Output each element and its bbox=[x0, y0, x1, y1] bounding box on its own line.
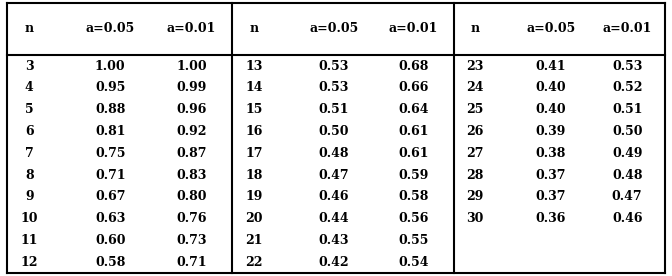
Text: 0.64: 0.64 bbox=[398, 103, 429, 116]
Text: 0.96: 0.96 bbox=[176, 103, 206, 116]
Text: 8: 8 bbox=[25, 169, 34, 182]
Text: 0.88: 0.88 bbox=[95, 103, 126, 116]
Text: 28: 28 bbox=[466, 169, 483, 182]
Text: 0.48: 0.48 bbox=[319, 147, 349, 160]
Text: 7: 7 bbox=[25, 147, 34, 160]
Text: 0.50: 0.50 bbox=[612, 125, 642, 138]
Text: 14: 14 bbox=[245, 81, 263, 94]
Text: 12: 12 bbox=[20, 256, 38, 269]
Text: n: n bbox=[25, 22, 34, 36]
Text: 1.00: 1.00 bbox=[176, 60, 206, 73]
Text: 0.46: 0.46 bbox=[319, 190, 349, 203]
Text: 0.46: 0.46 bbox=[612, 212, 642, 225]
Text: 20: 20 bbox=[245, 212, 263, 225]
Text: 0.60: 0.60 bbox=[95, 234, 126, 247]
Text: 6: 6 bbox=[25, 125, 34, 138]
Text: 0.58: 0.58 bbox=[398, 190, 429, 203]
Text: 0.71: 0.71 bbox=[95, 169, 126, 182]
Text: 18: 18 bbox=[245, 169, 263, 182]
Text: a=0.01: a=0.01 bbox=[603, 22, 652, 36]
Text: 3: 3 bbox=[25, 60, 34, 73]
Text: 15: 15 bbox=[245, 103, 263, 116]
Text: 0.76: 0.76 bbox=[176, 212, 206, 225]
Text: 4: 4 bbox=[25, 81, 34, 94]
Text: 0.36: 0.36 bbox=[536, 212, 566, 225]
Text: n: n bbox=[470, 22, 479, 36]
Text: 0.71: 0.71 bbox=[176, 256, 206, 269]
Text: 0.68: 0.68 bbox=[398, 60, 429, 73]
Text: 30: 30 bbox=[466, 212, 483, 225]
Text: a=0.01: a=0.01 bbox=[389, 22, 438, 36]
Text: 0.38: 0.38 bbox=[536, 147, 566, 160]
Text: 0.66: 0.66 bbox=[398, 81, 429, 94]
Text: 11: 11 bbox=[20, 234, 38, 247]
Text: 0.48: 0.48 bbox=[612, 169, 642, 182]
Text: 0.56: 0.56 bbox=[398, 212, 429, 225]
Text: 0.49: 0.49 bbox=[612, 147, 642, 160]
Text: 0.44: 0.44 bbox=[319, 212, 349, 225]
Text: 9: 9 bbox=[25, 190, 34, 203]
Text: 0.42: 0.42 bbox=[319, 256, 349, 269]
Text: 0.47: 0.47 bbox=[612, 190, 642, 203]
Text: 27: 27 bbox=[466, 147, 484, 160]
Text: 1.00: 1.00 bbox=[95, 60, 126, 73]
Text: 0.52: 0.52 bbox=[612, 81, 642, 94]
Text: 0.59: 0.59 bbox=[398, 169, 429, 182]
Text: 0.53: 0.53 bbox=[319, 60, 349, 73]
Text: 0.39: 0.39 bbox=[536, 125, 566, 138]
Text: 0.55: 0.55 bbox=[398, 234, 429, 247]
Text: 29: 29 bbox=[466, 190, 483, 203]
Text: a=0.05: a=0.05 bbox=[526, 22, 576, 36]
Text: 0.61: 0.61 bbox=[398, 147, 429, 160]
Text: 0.75: 0.75 bbox=[95, 147, 126, 160]
Text: 0.53: 0.53 bbox=[319, 81, 349, 94]
Text: 0.47: 0.47 bbox=[319, 169, 349, 182]
Text: 0.54: 0.54 bbox=[398, 256, 429, 269]
Text: a=0.01: a=0.01 bbox=[167, 22, 216, 36]
Text: 0.73: 0.73 bbox=[176, 234, 206, 247]
Text: 25: 25 bbox=[466, 103, 483, 116]
Text: a=0.05: a=0.05 bbox=[85, 22, 135, 36]
Text: 24: 24 bbox=[466, 81, 484, 94]
Text: 21: 21 bbox=[245, 234, 263, 247]
Text: 0.41: 0.41 bbox=[536, 60, 566, 73]
Text: 0.51: 0.51 bbox=[319, 103, 349, 116]
Text: 19: 19 bbox=[245, 190, 263, 203]
Text: 0.37: 0.37 bbox=[536, 190, 566, 203]
Text: 0.99: 0.99 bbox=[176, 81, 206, 94]
Text: 26: 26 bbox=[466, 125, 483, 138]
Text: 0.40: 0.40 bbox=[536, 81, 566, 94]
Text: 0.80: 0.80 bbox=[176, 190, 206, 203]
Text: 0.51: 0.51 bbox=[612, 103, 642, 116]
Text: 0.50: 0.50 bbox=[319, 125, 349, 138]
Text: 17: 17 bbox=[245, 147, 263, 160]
Text: 0.63: 0.63 bbox=[95, 212, 126, 225]
Text: 23: 23 bbox=[466, 60, 483, 73]
Text: 0.67: 0.67 bbox=[95, 190, 126, 203]
Text: 22: 22 bbox=[245, 256, 263, 269]
Text: a=0.05: a=0.05 bbox=[309, 22, 358, 36]
Text: 0.43: 0.43 bbox=[319, 234, 349, 247]
Text: 0.95: 0.95 bbox=[95, 81, 126, 94]
Text: 0.87: 0.87 bbox=[176, 147, 206, 160]
Text: 0.83: 0.83 bbox=[176, 169, 206, 182]
Text: 0.37: 0.37 bbox=[536, 169, 566, 182]
Text: 0.40: 0.40 bbox=[536, 103, 566, 116]
Text: 0.81: 0.81 bbox=[95, 125, 126, 138]
Text: 0.53: 0.53 bbox=[612, 60, 642, 73]
Text: 16: 16 bbox=[245, 125, 263, 138]
Text: 0.58: 0.58 bbox=[95, 256, 126, 269]
Text: 10: 10 bbox=[20, 212, 38, 225]
Text: 13: 13 bbox=[245, 60, 263, 73]
Text: 5: 5 bbox=[25, 103, 34, 116]
Text: 0.61: 0.61 bbox=[398, 125, 429, 138]
Text: n: n bbox=[249, 22, 259, 36]
Text: 0.92: 0.92 bbox=[176, 125, 206, 138]
